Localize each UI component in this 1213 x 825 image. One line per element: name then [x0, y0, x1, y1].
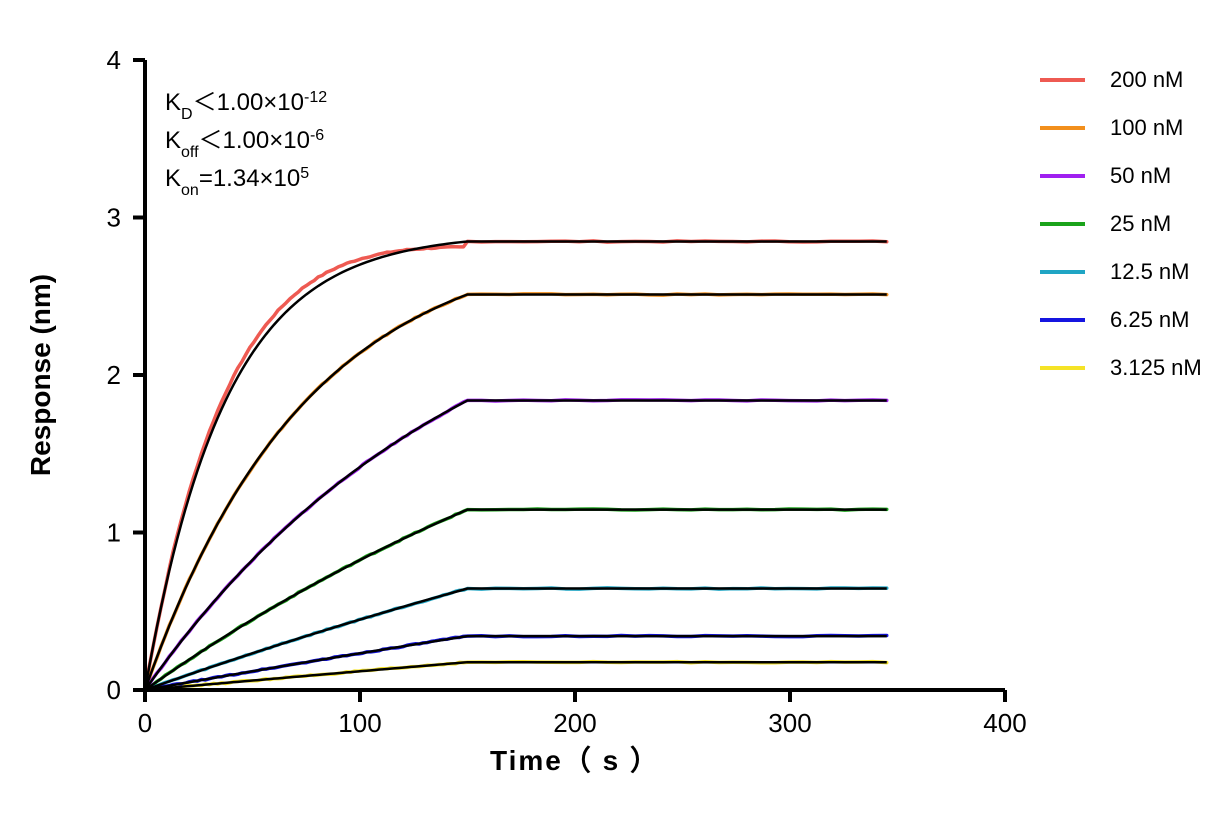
legend-label: 50 nM: [1110, 163, 1171, 188]
x-tick-label: 300: [768, 708, 811, 738]
y-tick-label: 4: [107, 45, 121, 75]
chart-container: 0 100 200 300 400 0 1 2 3 4 Time（ s ） Response (nm)…: [0, 0, 1213, 825]
y-tick-label: 0: [107, 675, 121, 705]
y-tick-label: 2: [107, 360, 121, 390]
legend-label: 12.5 nM: [1110, 259, 1190, 284]
bli-sensorgram-chart: 0 100 200 300 400 0 1 2 3 4 Time（ s ） Response (nm)…: [0, 0, 1213, 825]
legend-label: 200 nM: [1110, 67, 1183, 92]
legend-label: 6.25 nM: [1110, 307, 1190, 332]
x-tick-label: 100: [338, 708, 381, 738]
legend-label: 3.125 nM: [1110, 355, 1202, 380]
x-tick-label: 200: [553, 708, 596, 738]
x-axis-label: Time（ s ）: [490, 744, 660, 776]
x-tick-label: 0: [138, 708, 152, 738]
legend-label: 25 nM: [1110, 211, 1171, 236]
x-tick-label: 400: [983, 708, 1026, 738]
legend-label: 100 nM: [1110, 115, 1183, 140]
y-tick-label: 3: [107, 203, 121, 233]
y-tick-label: 1: [107, 518, 121, 548]
y-axis-label: Response (nm): [25, 274, 56, 476]
